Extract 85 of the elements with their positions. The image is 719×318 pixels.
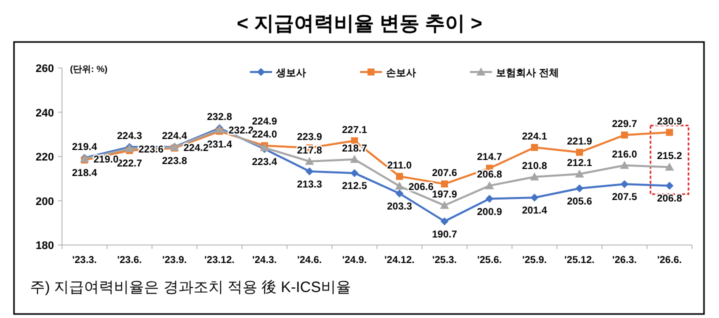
x-tick-label: '25.3.	[432, 255, 458, 266]
data-label: 224.1	[522, 131, 548, 142]
data-label: 224.0	[252, 130, 278, 141]
text: 주) 지급여력비율은 경과조치 적용 後 K-ICS비율	[30, 279, 351, 296]
data-label: 190.7	[432, 229, 458, 240]
data-label: 219.4	[72, 142, 98, 153]
data-label: 224.9	[252, 116, 278, 128]
data-label: 206.8	[476, 170, 502, 181]
y-tick-label: 180	[36, 240, 54, 252]
x-tick-label: '25.12.	[564, 255, 595, 266]
point	[441, 180, 448, 188]
point	[531, 144, 538, 151]
data-label: 213.3	[296, 179, 322, 190]
point	[620, 160, 629, 169]
point	[396, 172, 403, 180]
data-label: 215.2	[656, 151, 682, 162]
data-label: 203.3	[386, 201, 412, 212]
x-tick-label: '23.6.	[117, 255, 142, 266]
data-label: 201.4	[522, 206, 548, 217]
data-label: 211.0	[387, 160, 412, 172]
y-tick-label: 200	[36, 196, 54, 208]
point	[440, 200, 449, 209]
point	[576, 184, 584, 192]
point	[620, 180, 628, 188]
point	[530, 172, 539, 180]
data-label: 207.6	[432, 168, 458, 179]
y-tick-label: 240	[36, 107, 54, 120]
data-label: 217.8	[296, 145, 322, 156]
point	[305, 156, 314, 165]
x-tick-label: '24.9.	[342, 255, 368, 266]
data-label: 210.8	[522, 160, 548, 172]
point	[530, 194, 538, 202]
data-label: 214.7	[476, 152, 502, 164]
x-tick-label: '24.3.	[252, 255, 278, 266]
y-tick-label: 220	[36, 152, 54, 164]
data-label: 224.2	[184, 143, 209, 154]
data-label: 223.4	[252, 156, 278, 168]
point	[486, 194, 494, 203]
data-label: 206.6	[408, 182, 434, 194]
point	[395, 182, 404, 190]
point	[440, 217, 448, 226]
x-tick-label: '24.12.	[384, 255, 415, 266]
point	[306, 167, 314, 176]
data-label: 212.1	[566, 158, 592, 169]
data-label: 200.9	[476, 206, 502, 218]
x-tick-label: '23.3.	[72, 255, 98, 266]
data-label: 224.4	[162, 130, 188, 142]
legend-label: 생보사	[275, 68, 306, 79]
data-label: 206.8	[656, 194, 682, 205]
x-tick-label: '23.9.	[162, 255, 188, 266]
point	[485, 181, 494, 190]
legend-label: 손보사	[386, 68, 416, 79]
x-tick-label: '24.6.	[297, 255, 322, 266]
data-label: 224.3	[116, 130, 142, 142]
legend-label: 보험회사 전체	[496, 68, 559, 79]
chart-title: < 지급여력비율 변동 추이 >	[236, 13, 482, 35]
data-label: 216.0	[612, 149, 638, 160]
data-label: 223.9	[296, 132, 322, 143]
point	[621, 132, 628, 139]
data-label: 229.7	[612, 119, 638, 130]
data-label: 205.6	[566, 196, 592, 208]
point	[576, 148, 583, 156]
x-tick-label: '26.3.	[612, 255, 638, 266]
data-label: 221.9	[566, 136, 592, 148]
data-label: 232.8	[206, 112, 232, 124]
point	[666, 182, 674, 190]
data-label: 218.4	[72, 168, 98, 180]
y-tick-label: 260	[36, 63, 54, 75]
annotation: (단위: %)	[70, 64, 108, 74]
point	[665, 162, 674, 171]
data-label: 212.5	[342, 181, 368, 192]
point	[575, 169, 584, 178]
x-tick-label: '25.9.	[522, 255, 548, 266]
point	[350, 154, 359, 163]
data-label: 230.9	[656, 116, 682, 128]
x-tick-label: '23.12.	[204, 255, 235, 266]
point	[396, 189, 404, 198]
point	[350, 169, 358, 178]
data-label: 227.1	[342, 124, 368, 136]
data-label: 207.5	[612, 192, 638, 204]
x-tick-label: '25.6.	[477, 255, 502, 266]
data-label: 223.8	[162, 156, 188, 168]
x-tick-label: '26.6.	[657, 255, 682, 266]
point	[666, 128, 673, 136]
data-label: 197.9	[432, 189, 458, 200]
